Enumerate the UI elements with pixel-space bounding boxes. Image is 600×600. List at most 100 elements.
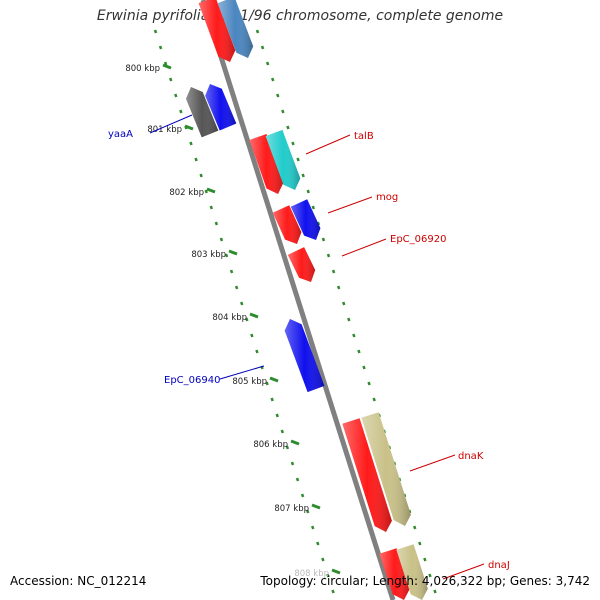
ruler-dot	[255, 349, 259, 354]
gene-label: talB	[354, 131, 374, 142]
ruler-tick-label: 808 kbp	[294, 569, 329, 579]
ruler-dot	[321, 237, 326, 242]
ruler-dot	[306, 189, 310, 194]
ruler-dot	[321, 557, 325, 562]
ruler-dot	[194, 157, 198, 162]
ruler-dot	[336, 285, 341, 290]
gene-arrow-shade	[361, 412, 411, 526]
ruler-dot	[153, 29, 158, 34]
ruler-dot	[331, 589, 335, 594]
ruler-dot	[250, 333, 254, 338]
ruler-dot	[245, 317, 249, 322]
gene-arrow-shade	[217, 0, 254, 58]
ruler-dot	[255, 29, 260, 34]
ruler-dot	[270, 397, 274, 402]
ruler-dot	[281, 109, 285, 114]
ruler-dot	[179, 109, 183, 114]
gene-arrow-shade	[265, 129, 301, 190]
ruler-tick-label: 803 kbp	[191, 250, 226, 260]
ruler-dot	[290, 461, 295, 466]
gene-arrow-shade	[290, 199, 321, 240]
ruler-major-tick	[228, 249, 238, 256]
gene-arrow-shade	[342, 418, 392, 532]
ruler-major-tick	[331, 568, 341, 575]
gene-label: EpC_06920	[390, 234, 446, 245]
ruler-tick-label: 804 kbp	[212, 313, 247, 323]
ruler-tick-label: 801 kbp	[147, 125, 182, 135]
gene-label: dnaK	[458, 451, 484, 462]
ruler-major-tick	[311, 503, 321, 510]
ruler-dot	[158, 45, 163, 50]
ruler-dot	[296, 157, 300, 162]
ruler-major-tick	[162, 63, 172, 70]
gene-label: dnaJ	[488, 560, 510, 571]
ruler-dot	[367, 381, 371, 386]
ruler-dot	[271, 77, 275, 82]
backbone-line	[200, 0, 396, 600]
ruler-dot	[189, 141, 193, 146]
genome-summary: Topology: circular; Length: 4,026,322 bp…	[260, 574, 590, 588]
ruler-tick-label: 806 kbp	[253, 440, 288, 450]
gene-label: yaaA	[108, 129, 133, 140]
ruler-dot	[229, 269, 234, 274]
ruler-dot	[214, 221, 219, 226]
ruler-dot	[305, 509, 310, 514]
ruler-dot	[285, 445, 290, 450]
ruler-dot	[280, 429, 284, 434]
gene-arrow-shade	[396, 544, 428, 600]
ruler-dot	[347, 317, 351, 322]
ruler-dot	[295, 477, 300, 482]
ruler-tick-label: 805 kbp	[232, 377, 267, 387]
ruler-dot	[291, 141, 295, 146]
gene-label: EpC_06940	[164, 375, 220, 386]
ruler-dot	[342, 301, 346, 306]
ruler-dot	[286, 125, 290, 130]
gene-arrow-shade	[379, 548, 410, 600]
gene-arrow-shade	[186, 87, 219, 138]
gene-leader-line	[442, 563, 485, 580]
ruler-dot	[300, 493, 305, 498]
ruler-dot	[276, 93, 280, 98]
ruler-major-tick	[290, 439, 300, 446]
ruler-dot	[418, 541, 422, 546]
ruler-dot	[169, 77, 173, 82]
ruler-dot	[372, 397, 376, 402]
gene-label: mog	[376, 192, 398, 203]
ruler-dot	[357, 349, 361, 354]
gene-arrow-shade	[198, 0, 236, 62]
ruler-tick-label: 802 kbp	[169, 188, 204, 198]
gene-leader-line	[327, 196, 373, 214]
gene-leader-line	[341, 238, 387, 257]
ruler-dot	[240, 301, 244, 306]
ruler-dot	[352, 333, 356, 338]
ruler-major-tick	[206, 187, 216, 194]
ruler-dot	[209, 205, 213, 210]
ruler-dot	[275, 413, 279, 418]
ruler-major-tick	[269, 376, 279, 383]
ruler-tick-label: 807 kbp	[274, 504, 309, 514]
page-title: Erwinia pyrifoliae Ep1/96 chromosome, co…	[96, 8, 504, 24]
ruler-dot	[331, 269, 336, 274]
ruler-dot	[433, 589, 437, 594]
ruler-dot	[260, 45, 265, 50]
ruler-dot	[199, 173, 203, 178]
ruler-dot	[428, 573, 432, 578]
ruler-dot	[423, 557, 427, 562]
ruler-dot	[413, 525, 417, 530]
ruler-major-tick	[184, 124, 194, 131]
ruler-dot	[326, 253, 331, 258]
gene-leader-line	[305, 134, 351, 155]
gene-features	[186, 0, 428, 600]
backbone	[200, 0, 396, 600]
gene-labels: yaaA talB mog EpC_06920 EpC_06940 dnaK dnaJ	[108, 114, 510, 580]
ruler-dot	[265, 381, 269, 386]
ruler-dot	[362, 365, 366, 370]
gene-arrow-shade	[205, 84, 237, 131]
gene-arrow-shade	[272, 205, 302, 244]
ruler-dot	[311, 525, 315, 530]
ruler-dot	[224, 253, 229, 258]
gene-leader-line	[409, 454, 456, 472]
ruler-dot	[234, 285, 239, 290]
gene-leader-line	[149, 114, 193, 134]
